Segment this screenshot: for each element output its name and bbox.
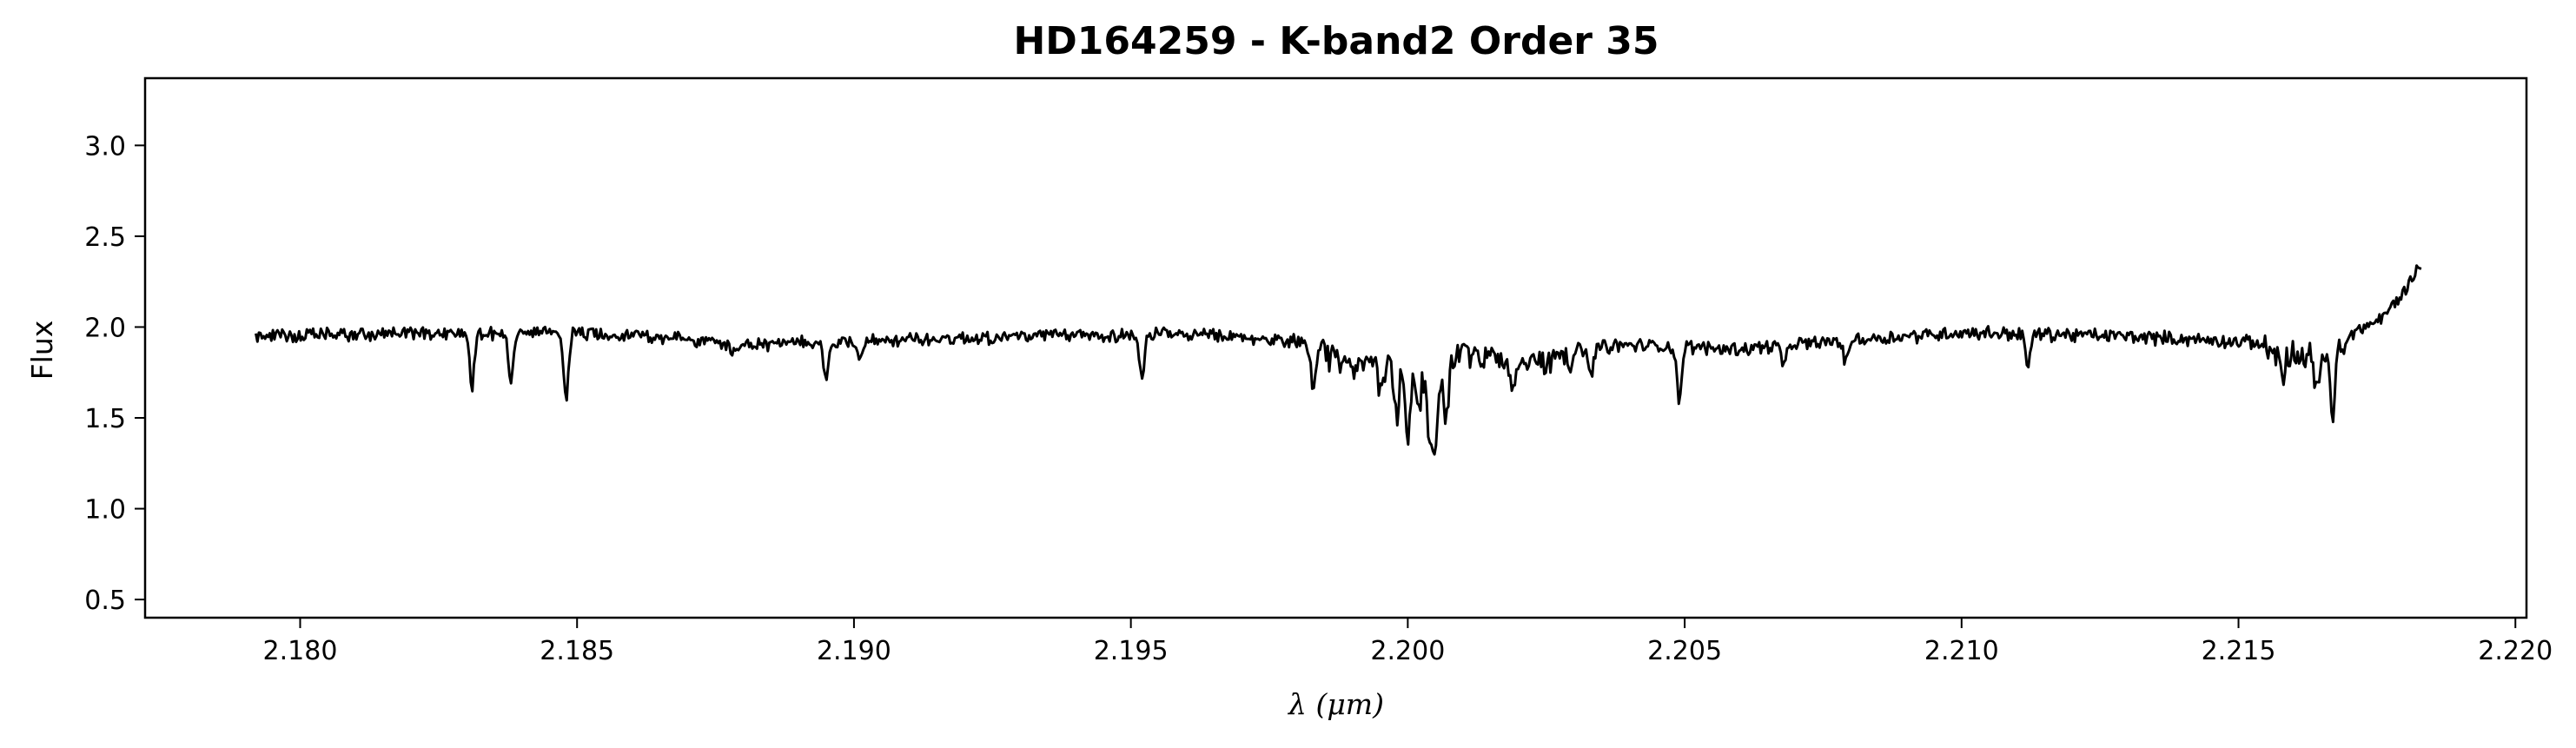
x-tick-label: 2.180	[263, 636, 338, 666]
x-tick-label: 2.215	[2202, 636, 2276, 666]
y-tick-label: 2.5	[84, 222, 126, 253]
y-axis: 0.5 1.0 1.5 2.0 2.5 3.0	[84, 131, 145, 616]
y-tick-label: 3.0	[84, 131, 126, 162]
chart-title: HD164259 - K-band2 Order 35	[1013, 19, 1659, 63]
x-tick-label: 2.210	[1924, 636, 1999, 666]
plot-frame	[143, 76, 2528, 619]
x-tick-label: 2.205	[1647, 636, 1722, 666]
y-tick-label: 0.5	[84, 586, 126, 616]
x-tick-label: 2.195	[1094, 636, 1169, 666]
x-tick-label: 2.200	[1370, 636, 1445, 666]
y-tick-label: 1.0	[84, 495, 126, 526]
x-axis: 2.180 2.185 2.190 2.195 2.200 2.205 2.210 2.215…	[263, 618, 2553, 666]
x-tick-label: 2.190	[817, 636, 891, 666]
spectrum-line	[255, 264, 2422, 456]
plot-area	[255, 264, 2422, 456]
y-tick-label: 2.0	[84, 313, 126, 343]
y-axis-label: Flux	[25, 321, 59, 381]
x-axis-label: λ (μm)	[1287, 687, 1384, 721]
x-tick-label: 2.185	[540, 636, 614, 666]
y-tick-label: 1.5	[84, 404, 126, 434]
x-tick-label: 2.220	[2478, 636, 2553, 666]
